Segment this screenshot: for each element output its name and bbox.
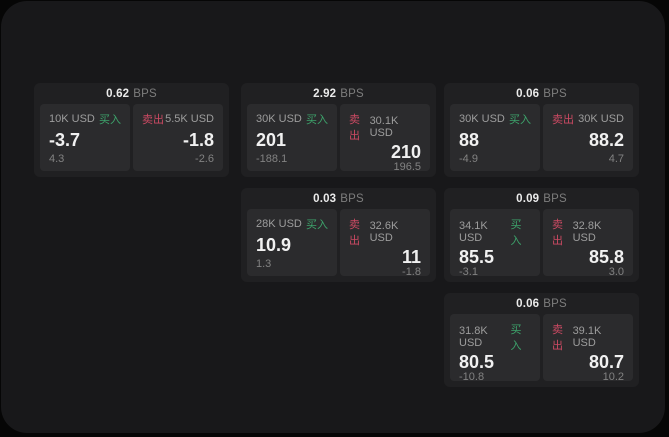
buy-delta: -188.1 — [256, 153, 288, 165]
buy-label: 买入 — [509, 114, 531, 126]
sell-delta: 3.0 — [608, 266, 624, 278]
spread-unit: BPS — [543, 297, 567, 310]
sell-label: 卖出 — [552, 324, 563, 352]
spread-unit: BPS — [340, 87, 364, 100]
sell-label: 卖出 — [349, 114, 360, 142]
sell-label: 卖出 — [142, 114, 164, 126]
sell-delta: -2.6 — [195, 153, 214, 165]
sell-delta: 10.2 — [602, 371, 624, 383]
buy-tile[interactable]: 31.8K USD 买入 80.5 -10.8 — [450, 314, 540, 383]
sell-amount: 32.8K USD — [572, 220, 602, 244]
sell-delta: 196.5 — [393, 161, 421, 173]
buy-label: 买入 — [306, 219, 328, 231]
spread-value: 0.03 — [313, 192, 337, 205]
buy-tile[interactable]: 30K USD 买入 201 -188.1 — [247, 104, 337, 171]
sell-amount: 30.1K USD — [369, 115, 399, 139]
buy-price: -3.7 — [49, 130, 81, 150]
buy-tile[interactable]: 30K USD 买入 88 -4.9 — [450, 104, 540, 171]
sell-amount: 39.1K USD — [572, 325, 602, 349]
quote-card: 0.09 BPS 34.1K USD 买入 85.5 -3.1 卖出 32.8K… — [444, 188, 639, 282]
quote-card: 0.06 BPS 30K USD 买入 88 -4.9 卖出 30K USD 8… — [444, 83, 639, 177]
sell-price: 80.7 — [588, 352, 624, 372]
spread-value: 2.92 — [313, 87, 337, 100]
buy-amount: 31.8K USD — [459, 325, 488, 349]
sell-price: 88.2 — [588, 130, 624, 150]
sell-tile[interactable]: 卖出 30K USD 88.2 4.7 — [543, 104, 633, 171]
spread-value: 0.06 — [516, 87, 540, 100]
buy-tile[interactable]: 28K USD 买入 10.9 1.3 — [247, 209, 337, 276]
sell-label: 卖出 — [552, 114, 574, 126]
spread-header: 0.03 BPS — [241, 188, 436, 209]
sell-tile[interactable]: 卖出 30.1K USD 210 196.5 — [340, 104, 430, 173]
spread-header: 0.06 BPS — [444, 83, 639, 104]
sell-amount: 5.5K USD — [165, 113, 214, 125]
buy-price: 201 — [256, 130, 287, 150]
spread-value: 0.09 — [516, 192, 540, 205]
buy-amount: 28K USD — [256, 218, 302, 230]
buy-label: 买入 — [510, 324, 522, 352]
buy-tile[interactable]: 10K USD 买入 -3.7 4.3 — [40, 104, 130, 171]
sell-price: -1.8 — [182, 130, 214, 150]
quote-card: 0.62 BPS 10K USD 买入 -3.7 4.3 卖出 5.5K USD… — [34, 83, 229, 177]
spread-value: 0.62 — [106, 87, 130, 100]
spread-unit: BPS — [543, 87, 567, 100]
buy-price: 80.5 — [459, 352, 495, 372]
spread-header: 0.09 BPS — [444, 188, 639, 209]
spread-header: 2.92 BPS — [241, 83, 436, 104]
sell-tile[interactable]: 卖出 5.5K USD -1.8 -2.6 — [133, 104, 223, 171]
buy-amount: 30K USD — [459, 113, 505, 125]
buy-delta: -10.8 — [459, 371, 485, 383]
buy-price: 88 — [459, 130, 480, 150]
sell-delta: 4.7 — [608, 153, 624, 165]
sell-tile[interactable]: 卖出 32.6K USD 11 -1.8 — [340, 209, 430, 278]
buy-tile[interactable]: 34.1K USD 买入 85.5 -3.1 — [450, 209, 540, 278]
buy-amount: 10K USD — [49, 113, 95, 125]
buy-delta: 4.3 — [49, 153, 65, 165]
sell-amount: 32.6K USD — [369, 220, 399, 244]
spread-header: 0.06 BPS — [444, 293, 639, 314]
buy-price: 85.5 — [459, 247, 495, 267]
buy-price: 10.9 — [256, 235, 292, 255]
quote-card: 0.03 BPS 28K USD 买入 10.9 1.3 卖出 32.6K US… — [241, 188, 436, 282]
buy-amount: 30K USD — [256, 113, 302, 125]
sell-price: 85.8 — [588, 247, 624, 267]
sell-amount: 30K USD — [578, 113, 624, 125]
buy-delta: 1.3 — [256, 258, 272, 270]
sell-delta: -1.8 — [402, 266, 421, 278]
spread-header: 0.62 BPS — [34, 83, 229, 104]
quote-card: 0.06 BPS 31.8K USD 买入 80.5 -10.8 卖出 39.1… — [444, 293, 639, 387]
sell-label: 卖出 — [552, 219, 563, 247]
sell-tile[interactable]: 卖出 32.8K USD 85.8 3.0 — [543, 209, 633, 278]
buy-label: 买入 — [306, 114, 328, 126]
spread-unit: BPS — [340, 192, 364, 205]
buy-label: 买入 — [510, 219, 522, 247]
sell-price: 210 — [390, 142, 421, 162]
buy-delta: -3.1 — [459, 266, 478, 278]
spread-value: 0.06 — [516, 297, 540, 310]
spread-unit: BPS — [133, 87, 157, 100]
buy-amount: 34.1K USD — [459, 220, 488, 244]
sell-tile[interactable]: 卖出 39.1K USD 80.7 10.2 — [543, 314, 633, 383]
spread-unit: BPS — [543, 192, 567, 205]
sell-label: 卖出 — [349, 219, 360, 247]
quote-card: 2.92 BPS 30K USD 买入 201 -188.1 卖出 30.1K … — [241, 83, 436, 177]
sell-price: 11 — [401, 247, 421, 267]
buy-label: 买入 — [99, 114, 121, 126]
buy-delta: -4.9 — [459, 153, 478, 165]
